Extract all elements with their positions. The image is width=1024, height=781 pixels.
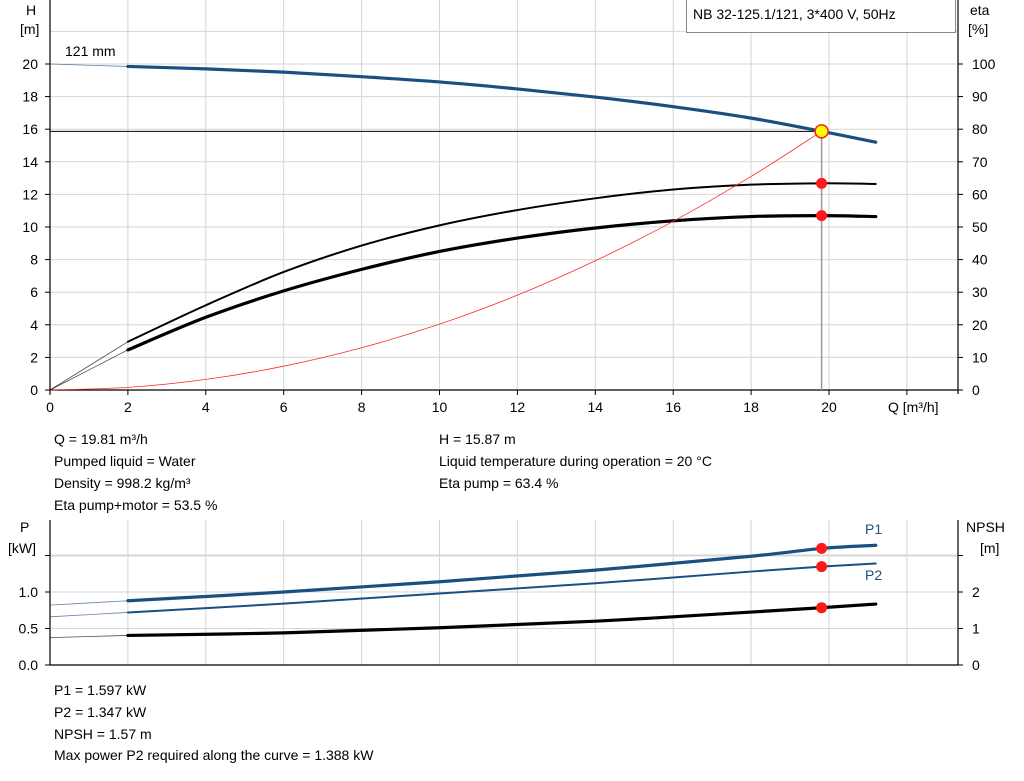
x-tick-label: 4 — [202, 399, 210, 415]
y2-tick-label: 40 — [972, 252, 988, 268]
y2-axis-unit-eta: [%] — [968, 21, 989, 37]
operating-point-eta-pump-motor — [816, 210, 828, 222]
result-liquid-temperature: Liquid temperature during operation = 20… — [439, 453, 712, 469]
x-tick-label: 6 — [280, 399, 288, 415]
result-h: H = 15.87 m — [439, 431, 516, 447]
result-density: Density = 998.2 kg/m³ — [54, 475, 191, 491]
result-p2: P2 = 1.347 kW — [54, 704, 147, 720]
operating-point-head — [814, 124, 829, 139]
result-p1: P1 = 1.597 kW — [54, 682, 147, 698]
y-tick-label: 20 — [22, 56, 38, 72]
x-tick-label: 8 — [358, 399, 366, 415]
y2-tick-label: 2 — [972, 584, 980, 600]
series-label-p2: P2 — [865, 567, 883, 583]
y-tick-label: 14 — [22, 154, 38, 170]
y2-tick-label: 60 — [972, 186, 988, 202]
x-axis-label-q: Q [m³/h] — [888, 399, 939, 415]
curve-eta-pump-motor-extrapolated — [49, 349, 129, 391]
result-eta-pump: Eta pump = 63.4 % — [439, 475, 559, 491]
y-axis-unit-p: [kW] — [8, 540, 36, 556]
y2-tick-label: 80 — [972, 121, 988, 137]
y-tick-label: 10 — [22, 219, 38, 235]
y-tick-label: 1.0 — [19, 584, 39, 600]
y2-tick-label: 70 — [972, 154, 988, 170]
curve-NPSH — [126, 602, 878, 638]
curve-system-curve — [49, 130, 822, 391]
y2-tick-label: 10 — [972, 349, 988, 365]
y2-tick-label: 30 — [972, 284, 988, 300]
curve-P2-extrapolated — [49, 612, 128, 618]
result-eta-pump-motor: Eta pump+motor = 53.5 % — [54, 497, 218, 513]
curve-NPSH-extrapolated — [49, 635, 128, 639]
curve-P1-extrapolated — [49, 600, 128, 606]
y-tick-label: 2 — [30, 349, 38, 365]
x-tick-label: 0 — [46, 399, 54, 415]
x-tick-label: 20 — [821, 399, 837, 415]
series-label-p1: P1 — [865, 521, 883, 537]
operating-point-p1 — [816, 542, 828, 554]
result-max-power-p2: Max power P2 required along the curve = … — [54, 747, 374, 763]
curve-eta-pump — [126, 182, 877, 343]
chart-title-box: NB 32-125.1/121, 3*400 V, 50Hz — [686, 0, 956, 33]
y-tick-label: 0.0 — [19, 657, 39, 673]
result-npsh: NPSH = 1.57 m — [54, 726, 152, 742]
y2-tick-label: 20 — [972, 317, 988, 333]
y-axis-label-h: H — [26, 2, 37, 18]
x-tick-label: 18 — [743, 399, 759, 415]
y2-axis-label-npsh: NPSH — [966, 519, 1005, 535]
curve-head-extrapolated — [49, 63, 128, 67]
y2-tick-label: 100 — [972, 56, 996, 72]
y-axis-unit-h: [m] — [20, 21, 40, 37]
y2-tick-label: 0 — [972, 382, 980, 398]
y-tick-label: 0 — [30, 382, 38, 398]
x-tick-label: 14 — [588, 399, 604, 415]
y-tick-label: 16 — [22, 121, 38, 137]
y-tick-label: 4 — [30, 317, 38, 333]
x-tick-label: 16 — [665, 399, 681, 415]
curve-P1 — [126, 543, 878, 603]
y-tick-label: 12 — [22, 186, 38, 202]
y2-tick-label: 1 — [972, 621, 980, 637]
x-tick-label: 2 — [124, 399, 132, 415]
y2-tick-label: 50 — [972, 219, 988, 235]
y-tick-label: 6 — [30, 284, 38, 300]
operating-point-p2 — [816, 561, 828, 573]
y2-axis-unit-npsh: [m] — [980, 540, 1000, 556]
curve-head — [126, 64, 878, 144]
result-q: Q = 19.81 m³/h — [54, 431, 148, 447]
y2-tick-label: 90 — [972, 89, 988, 105]
x-tick-label: 12 — [510, 399, 526, 415]
y-tick-label: 18 — [22, 89, 38, 105]
curve-eta-pump-extrapolated — [49, 341, 129, 391]
curve-P2 — [126, 562, 877, 614]
y-axis-label-p: P — [20, 519, 30, 535]
y2-tick-label: 0 — [972, 657, 980, 673]
curve-eta-pump-motor — [126, 213, 878, 352]
impeller-diameter-label: 121 mm — [65, 43, 116, 59]
operating-point-eta-pump — [816, 177, 828, 189]
y-tick-label: 0.5 — [19, 621, 39, 637]
y-tick-label: 8 — [30, 252, 38, 268]
operating-point-npsh — [816, 602, 828, 614]
y2-axis-label-eta: eta — [970, 2, 990, 18]
chart-title: NB 32-125.1/121, 3*400 V, 50Hz — [693, 6, 896, 22]
x-tick-label: 10 — [432, 399, 448, 415]
result-pumped-liquid: Pumped liquid = Water — [54, 453, 196, 469]
